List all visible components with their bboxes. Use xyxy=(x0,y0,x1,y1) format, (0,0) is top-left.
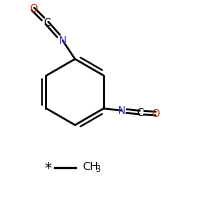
Text: C: C xyxy=(43,18,51,28)
Text: O: O xyxy=(151,108,160,118)
Text: O: O xyxy=(29,4,37,14)
Text: N: N xyxy=(59,36,67,46)
Text: CH: CH xyxy=(82,162,98,172)
Text: N: N xyxy=(118,106,125,116)
Text: *: * xyxy=(44,161,52,175)
Text: C: C xyxy=(136,108,143,118)
Text: 3: 3 xyxy=(96,166,100,174)
